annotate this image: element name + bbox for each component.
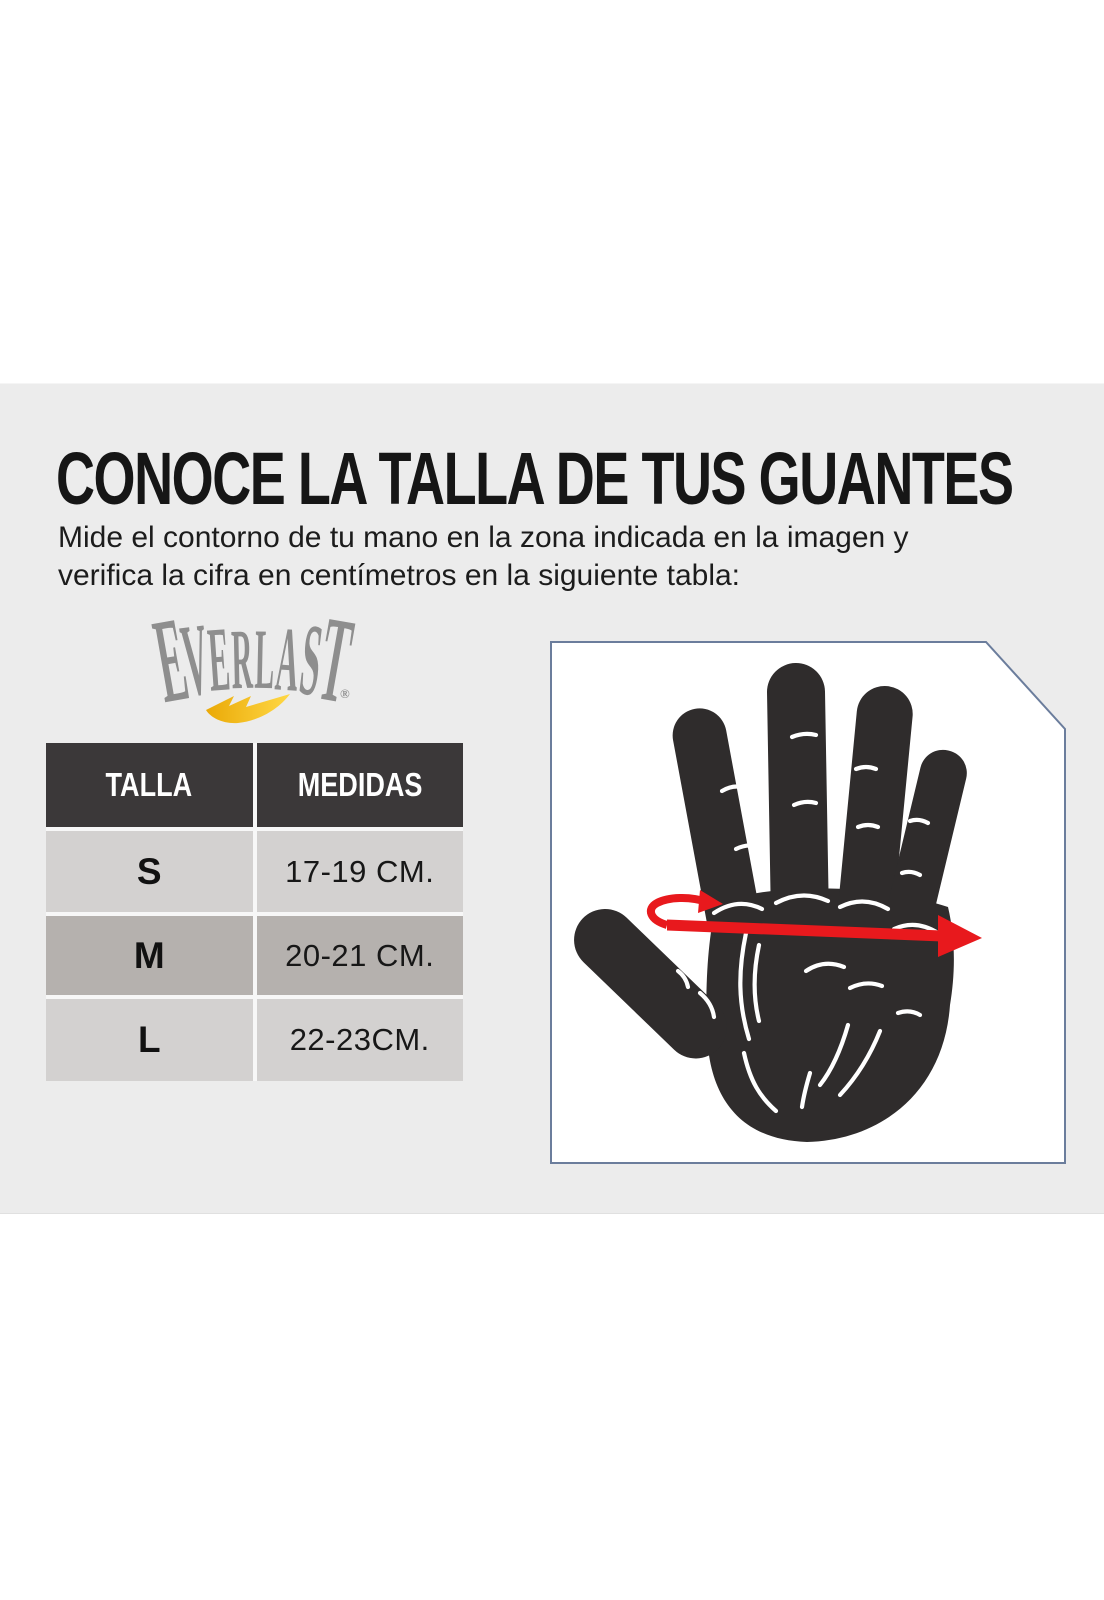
table-row-m-size: M (46, 916, 253, 995)
registered-mark: ® (340, 686, 350, 701)
size-table: TALLA MEDIDAS S 17-19 CM. M 20-21 CM. L … (46, 743, 463, 1081)
everlast-logo: E V E R L A S T ® (120, 591, 390, 734)
hand-figure-svg (550, 641, 1066, 1164)
open-palm-hand-icon (574, 663, 967, 1142)
size-table-header-talla: TALLA (46, 743, 253, 827)
thumb (574, 908, 727, 1059)
palm-measure-arrow-icon (646, 890, 982, 957)
table-row-s-measure: 17-19 CM. (256, 831, 463, 912)
palm (706, 888, 954, 1142)
size-table-header-medidas: MEDIDAS (256, 743, 463, 827)
brand-letter: L (254, 611, 275, 706)
ring-finger (838, 685, 913, 936)
table-row-l-size: L (46, 999, 253, 1081)
table-row-s-size: S (46, 831, 253, 912)
pinky-finger (882, 749, 967, 950)
hand-measure-figure (550, 641, 1066, 1164)
table-row-m-measure: 20-21 CM. (256, 916, 463, 995)
brand-letter: R (230, 611, 253, 706)
table-row-l-measure: 22-23CM. (256, 999, 463, 1081)
everlast-logo-svg: E V E R L A S T ® (146, 591, 361, 729)
index-finger (672, 708, 761, 944)
subtitle-line-2: verifica la cifra en centímetros en la s… (58, 559, 741, 592)
subtitle-line-1: Mide el contorno de tu mano en la zona i… (58, 521, 909, 554)
subtitle: Mide el contorno de tu mano en la zona i… (58, 519, 909, 595)
page-title: CONOCE LA TALLA DE TUS GUANTES (56, 437, 1014, 520)
everlast-swoosh-icon (206, 694, 290, 724)
palm-crease-lines (675, 731, 941, 1114)
middle-finger (767, 663, 829, 928)
